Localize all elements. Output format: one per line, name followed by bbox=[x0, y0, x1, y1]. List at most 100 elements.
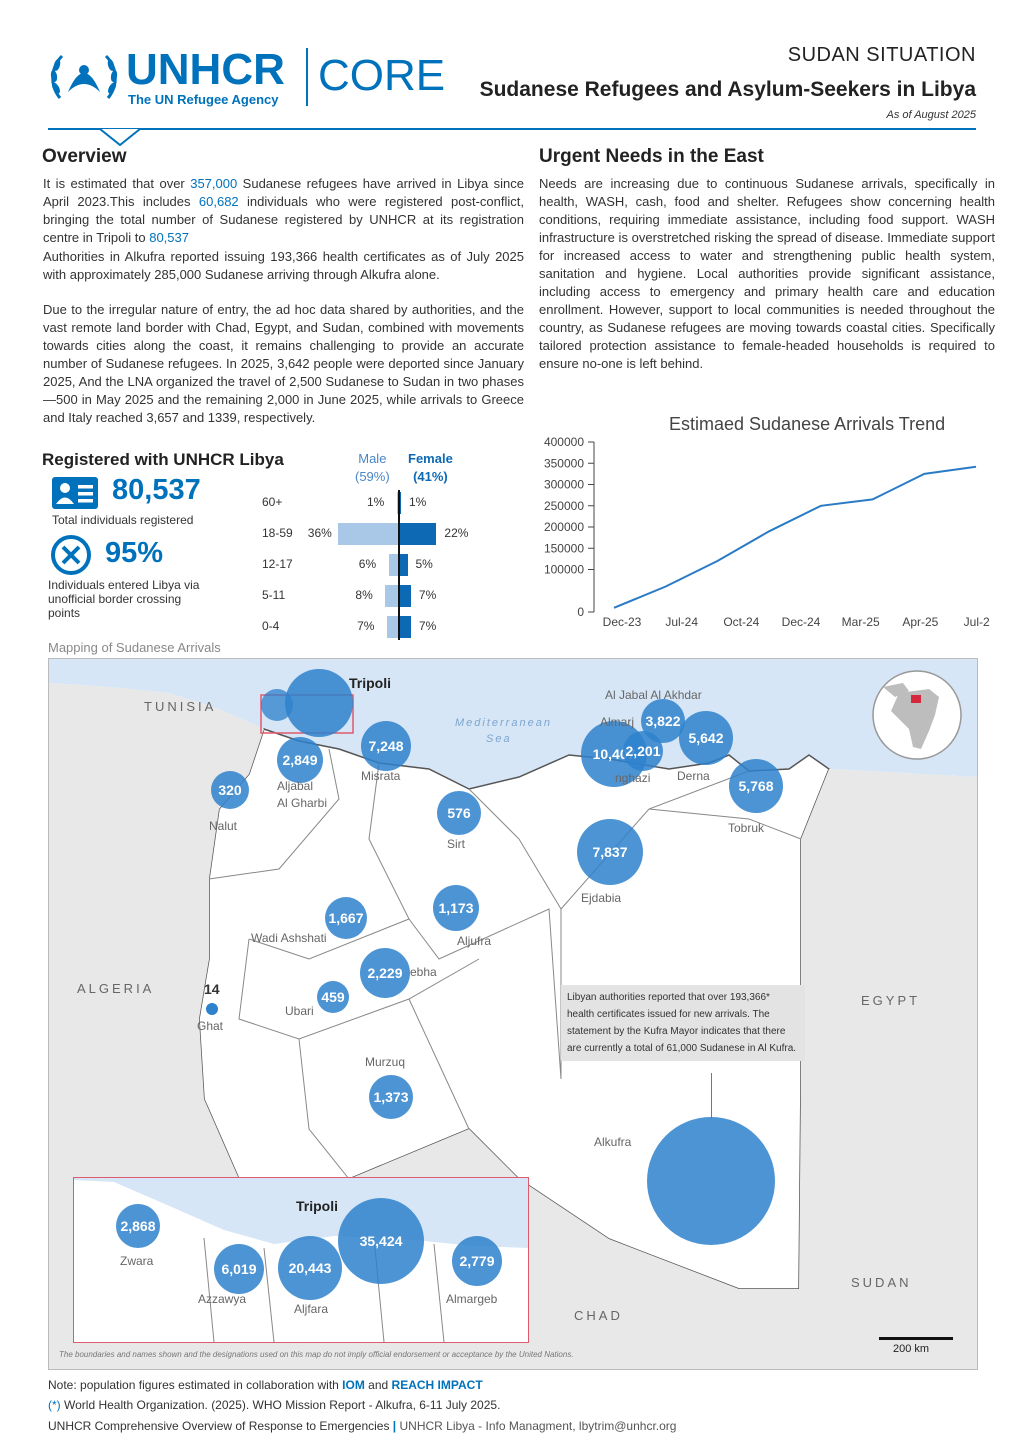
female-percent: 7% bbox=[418, 588, 437, 602]
age-label: 12-17 bbox=[262, 557, 293, 571]
male-bar bbox=[385, 585, 399, 607]
male-legend: Male (59%) bbox=[355, 451, 390, 484]
country-label-algeria: ALGERIA bbox=[77, 981, 155, 996]
bubble-tripoli-main bbox=[285, 669, 353, 737]
bubble-murzuq: 1,373 bbox=[369, 1075, 413, 1119]
place-aljabal-akhdar: Al Jabal Al Akhdar bbox=[605, 688, 702, 702]
age-label: 60+ bbox=[262, 495, 283, 509]
female-bar bbox=[399, 585, 411, 607]
chart-y-tick-label: 300000 bbox=[544, 478, 584, 492]
chart-x-tick-label: Dec-24 bbox=[782, 615, 821, 629]
inset-place-azzawya: Azzawya bbox=[198, 1292, 247, 1306]
logo-divider bbox=[306, 48, 308, 106]
female-percent: 5% bbox=[415, 557, 433, 571]
female-percent: 7% bbox=[418, 619, 437, 633]
chart-x-tick-label: Jul-24 bbox=[665, 615, 698, 629]
chart-x-tick-label: Dec-23 bbox=[603, 615, 642, 629]
place-aljabal-1: Aljabal bbox=[277, 779, 314, 793]
overview-registered-number: 80,537 bbox=[149, 230, 189, 245]
id-card-icon bbox=[52, 477, 98, 509]
globe-locator-icon bbox=[872, 670, 962, 760]
chart-y-tick-label: 200000 bbox=[544, 520, 584, 534]
inset-place-aljfara: Aljfara bbox=[294, 1302, 329, 1316]
country-label-chad: CHAD bbox=[574, 1308, 623, 1323]
place-benghazi: nghazi bbox=[615, 771, 651, 785]
inset-bubble-aljfara: 20,443 bbox=[278, 1236, 342, 1300]
bubble-sebha: 2,229 bbox=[360, 948, 410, 998]
arrivals-map: TUNISIA ALGERIA EGYPT SUDAN CHAD Mediter… bbox=[48, 658, 978, 1370]
header-notch-icon bbox=[100, 129, 140, 147]
bubble-tobruk: 5,768 bbox=[729, 759, 783, 813]
registered-heading: Registered with UNHCR Libya bbox=[42, 450, 284, 469]
alkufra-note: Libyan authorities reported that over 19… bbox=[561, 985, 805, 1061]
urgent-needs-text: Needs are increasing due to continuous S… bbox=[539, 176, 995, 371]
place-ajdabia: Ejdabia bbox=[581, 891, 622, 905]
scale-label: 200 km bbox=[893, 1343, 930, 1355]
as-of-date: As of August 2025 bbox=[886, 109, 977, 121]
chart-y-tick-label: 350000 bbox=[544, 456, 584, 470]
value-ghat: 14 bbox=[204, 981, 220, 997]
place-murzuq: Murzuq bbox=[365, 1055, 406, 1069]
inset-place-almargeb: Almargeb bbox=[446, 1292, 498, 1306]
bubble-sirt: 576 bbox=[437, 791, 481, 835]
overview-post-conflict-number: 60,682 bbox=[198, 194, 239, 209]
place-sebha: ebha bbox=[410, 965, 437, 979]
chart-y-tick-label: 0 bbox=[577, 605, 584, 619]
pyramid-axis bbox=[398, 490, 400, 640]
sea-label-2: Sea bbox=[486, 733, 512, 745]
bubble-wadi: 1,667 bbox=[325, 897, 367, 939]
footer-reference: (*) World Health Organization. (2025). W… bbox=[48, 1398, 501, 1412]
note-leader-line bbox=[711, 1073, 712, 1119]
chart-title: Estimaed Sudanese Arrivals Trend bbox=[669, 414, 946, 434]
scale-bar bbox=[879, 1337, 953, 1340]
brand-name: UNHCR bbox=[126, 45, 285, 94]
registered-total-caption: Total individuals registered bbox=[52, 513, 194, 527]
male-percent: 6% bbox=[358, 557, 377, 571]
reach-impact-link[interactable]: REACH IMPACT bbox=[391, 1378, 483, 1392]
page-title: Sudanese Refugees and Asylum-Seekers in … bbox=[479, 78, 976, 101]
bubble-akhdar: 3,822 bbox=[641, 699, 685, 743]
place-wadi: Wadi Ashshati bbox=[251, 931, 327, 945]
age-label: 0-4 bbox=[262, 619, 280, 633]
iom-link[interactable]: IOM bbox=[342, 1378, 365, 1392]
bubble-alkufra bbox=[647, 1117, 775, 1245]
unofficial-crossing-percent: 95% bbox=[105, 537, 164, 569]
male-bar bbox=[387, 616, 399, 638]
male-bar bbox=[337, 523, 399, 545]
unofficial-crossing-icon bbox=[51, 535, 91, 575]
footer-note: Note: population figures estimated in co… bbox=[48, 1378, 483, 1392]
age-label: 5-11 bbox=[262, 588, 286, 602]
inset-place-zwara: Zwara bbox=[120, 1254, 154, 1268]
female-legend: Female (41%) bbox=[408, 451, 453, 484]
bubble-derna: 5,642 bbox=[679, 711, 733, 765]
chart-series-line bbox=[613, 465, 977, 609]
inset-bubble-almargeb: 2,779 bbox=[452, 1236, 502, 1286]
place-tobruk: Tobruk bbox=[728, 821, 765, 835]
chart-x-tick-label: Apr-25 bbox=[902, 615, 938, 629]
footer-credit: UNHCR Comprehensive Overview of Response… bbox=[48, 1419, 677, 1433]
chart-y-tick-label: 150000 bbox=[544, 541, 584, 555]
situation-label: SUDAN SITUATION bbox=[787, 44, 976, 66]
registered-total: 80,537 bbox=[112, 474, 201, 506]
chart-x-tick-label: Jul-25 bbox=[964, 615, 990, 629]
female-percent: 22% bbox=[444, 526, 469, 540]
country-label-egypt: EGYPT bbox=[861, 993, 921, 1008]
country-label-sudan: SUDAN bbox=[851, 1275, 912, 1290]
overview-paragraph-2: Authorities in Alkufra reported issuing … bbox=[43, 249, 524, 282]
female-bar bbox=[399, 554, 408, 576]
bubble-tripoli-west bbox=[261, 689, 293, 721]
map-disclaimer: The boundaries and names shown and the d… bbox=[59, 1350, 574, 1359]
chart-x-tick-label: Oct-24 bbox=[723, 615, 759, 629]
female-bar bbox=[399, 616, 411, 638]
place-sirt: Sirt bbox=[447, 837, 465, 851]
female-percent: 1% bbox=[409, 495, 427, 509]
inset-bubble-zwara: 2,868 bbox=[116, 1204, 160, 1248]
arrivals-trend-chart: 400000 350000 300000 250000 200000 150000 1000… bbox=[544, 435, 990, 629]
place-ghat: Ghat bbox=[197, 1019, 224, 1033]
laurel-logo-icon bbox=[50, 54, 118, 99]
place-misrata: Misrata bbox=[361, 769, 401, 783]
inset-place-tripoli: Tripoli bbox=[296, 1198, 338, 1214]
brand-tagline: The UN Refugee Agency bbox=[128, 92, 279, 107]
age-label: 18-59 bbox=[262, 526, 293, 540]
male-percent: 7% bbox=[357, 619, 375, 633]
